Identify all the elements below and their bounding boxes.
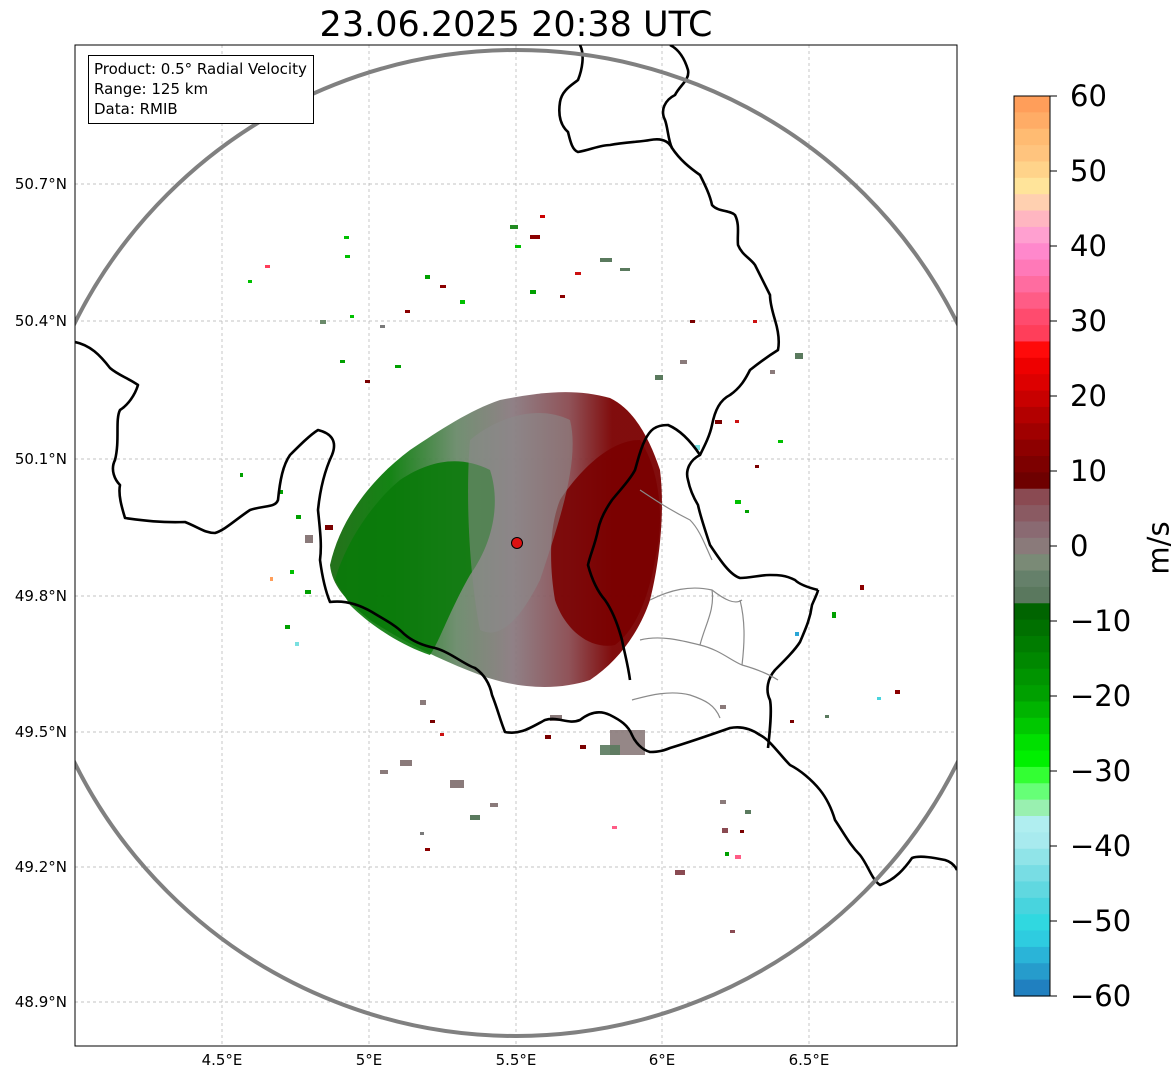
colorbar-segment xyxy=(1014,717,1050,735)
colorbar-segment xyxy=(1014,325,1050,343)
radar-echo-red-core xyxy=(551,440,660,646)
colorbar-segment xyxy=(1014,194,1050,212)
colorbar-segment xyxy=(1014,979,1050,997)
colorbar-segment xyxy=(1014,832,1050,850)
colorbar-segment xyxy=(1014,112,1050,130)
colorbar-tick-label: 0 xyxy=(1070,529,1089,563)
colorbar-tick-label: −10 xyxy=(1070,604,1132,638)
colorbar-segment xyxy=(1014,96,1050,113)
colorbar-segment xyxy=(1014,766,1050,784)
radar-site-marker[interactable] xyxy=(511,537,523,549)
lat-tick-label: 48.9°N xyxy=(14,993,67,1011)
colorbar-segment xyxy=(1014,701,1050,719)
colorbar-tick-label: −20 xyxy=(1070,679,1132,713)
colorbar-segment xyxy=(1014,946,1050,964)
range-label: Range: 125 km xyxy=(94,80,209,98)
colorbar-segment xyxy=(1014,619,1050,637)
radar-speckles xyxy=(240,215,900,933)
colorbar-segment xyxy=(1014,423,1050,441)
colorbar-tick-label: 10 xyxy=(1070,454,1107,488)
colorbar-unit-label: m/s xyxy=(1141,521,1171,575)
colorbar-segment xyxy=(1014,685,1050,703)
colorbar-segment xyxy=(1014,816,1050,833)
colorbar-tick-label: 20 xyxy=(1070,379,1107,413)
colorbar-segment xyxy=(1014,259,1050,277)
colorbar xyxy=(1014,96,1050,997)
colorbar-segment xyxy=(1014,390,1050,408)
range-ring xyxy=(75,48,957,1038)
colorbar-tick-label: 30 xyxy=(1070,304,1107,338)
lon-tick-label: 5°E xyxy=(355,1051,383,1069)
colorbar-segment xyxy=(1014,963,1050,981)
colorbar-segment xyxy=(1014,537,1050,555)
colorbar-segment xyxy=(1014,276,1050,293)
lat-tick-label: 50.1°N xyxy=(14,450,67,468)
colorbar-segment xyxy=(1014,341,1050,359)
colorbar-segment xyxy=(1014,177,1050,195)
lat-tick-label: 50.7°N xyxy=(14,175,67,193)
colorbar-segment xyxy=(1014,226,1050,244)
radar-echo-green-core xyxy=(335,461,495,655)
colorbar-segment xyxy=(1014,783,1050,801)
map-frame xyxy=(74,44,958,1047)
country-borders xyxy=(75,45,957,887)
colorbar-segment xyxy=(1014,456,1050,473)
colorbar-segment xyxy=(1014,603,1050,621)
lon-tick-label: 5.5°E xyxy=(495,1051,537,1069)
data-source-label: Data: RMIB xyxy=(94,100,178,118)
radar-echo-gray-center xyxy=(468,412,573,633)
colorbar-segment xyxy=(1014,652,1050,670)
lon-tick-label: 6°E xyxy=(648,1051,676,1069)
colorbar-ticks xyxy=(1050,95,1057,997)
colorbar-segment xyxy=(1014,668,1050,686)
colorbar-segment xyxy=(1014,406,1050,424)
colorbar-segment xyxy=(1014,586,1050,604)
colorbar-segment xyxy=(1014,554,1050,572)
colorbar-segment xyxy=(1014,292,1050,310)
colorbar-segment xyxy=(1014,243,1050,261)
colorbar-tick-label: −40 xyxy=(1070,829,1132,863)
colorbar-segment xyxy=(1014,521,1050,539)
colorbar-tick-label: −60 xyxy=(1070,979,1132,1013)
map-title: 23.06.2025 20:38 UTC xyxy=(319,5,713,45)
colorbar-segment xyxy=(1014,750,1050,768)
colorbar-segment xyxy=(1014,897,1050,915)
product-label: Product: 0.5° Radial Velocity xyxy=(94,60,307,78)
colorbar-segment xyxy=(1014,439,1050,457)
lat-tick-label: 49.2°N xyxy=(14,858,67,876)
colorbar-tick-label: −30 xyxy=(1070,754,1132,788)
colorbar-segment xyxy=(1014,488,1050,506)
colorbar-segment xyxy=(1014,472,1050,490)
colorbar-segment xyxy=(1014,865,1050,883)
colorbar-segment xyxy=(1014,505,1050,523)
colorbar-segment xyxy=(1014,848,1050,866)
colorbar-segment xyxy=(1014,881,1050,899)
colorbar-segment xyxy=(1014,636,1050,653)
colorbar-segment xyxy=(1014,799,1050,817)
colorbar-segment xyxy=(1014,308,1050,326)
map-area xyxy=(75,45,957,1046)
colorbar-segment xyxy=(1014,161,1050,179)
colorbar-segment xyxy=(1014,128,1050,146)
lon-tick-label: 4.5°E xyxy=(201,1051,243,1069)
lon-tick-label: 6.5°E xyxy=(788,1051,830,1069)
admin-borders xyxy=(631,489,779,719)
colorbar-segment xyxy=(1014,570,1050,588)
colorbar-segment xyxy=(1014,734,1050,752)
colorbar-segment xyxy=(1014,914,1050,932)
colorbar-segment xyxy=(1014,145,1050,163)
lat-tick-label: 50.4°N xyxy=(14,312,67,330)
colorbar-tick-label: 40 xyxy=(1070,229,1107,263)
colorbar-tick-label: 60 xyxy=(1070,79,1107,113)
colorbar-segment xyxy=(1014,930,1050,948)
lat-tick-label: 49.8°N xyxy=(14,587,67,605)
colorbar-segment xyxy=(1014,210,1050,228)
product-info-box: Product: 0.5° Radial Velocity Range: 125… xyxy=(88,55,314,124)
lat-tick-label: 49.5°N xyxy=(14,723,67,741)
colorbar-tick-label: 50 xyxy=(1070,154,1107,188)
colorbar-segment xyxy=(1014,374,1050,392)
colorbar-tick-label: −50 xyxy=(1070,904,1132,938)
colorbar-segment xyxy=(1014,357,1050,375)
